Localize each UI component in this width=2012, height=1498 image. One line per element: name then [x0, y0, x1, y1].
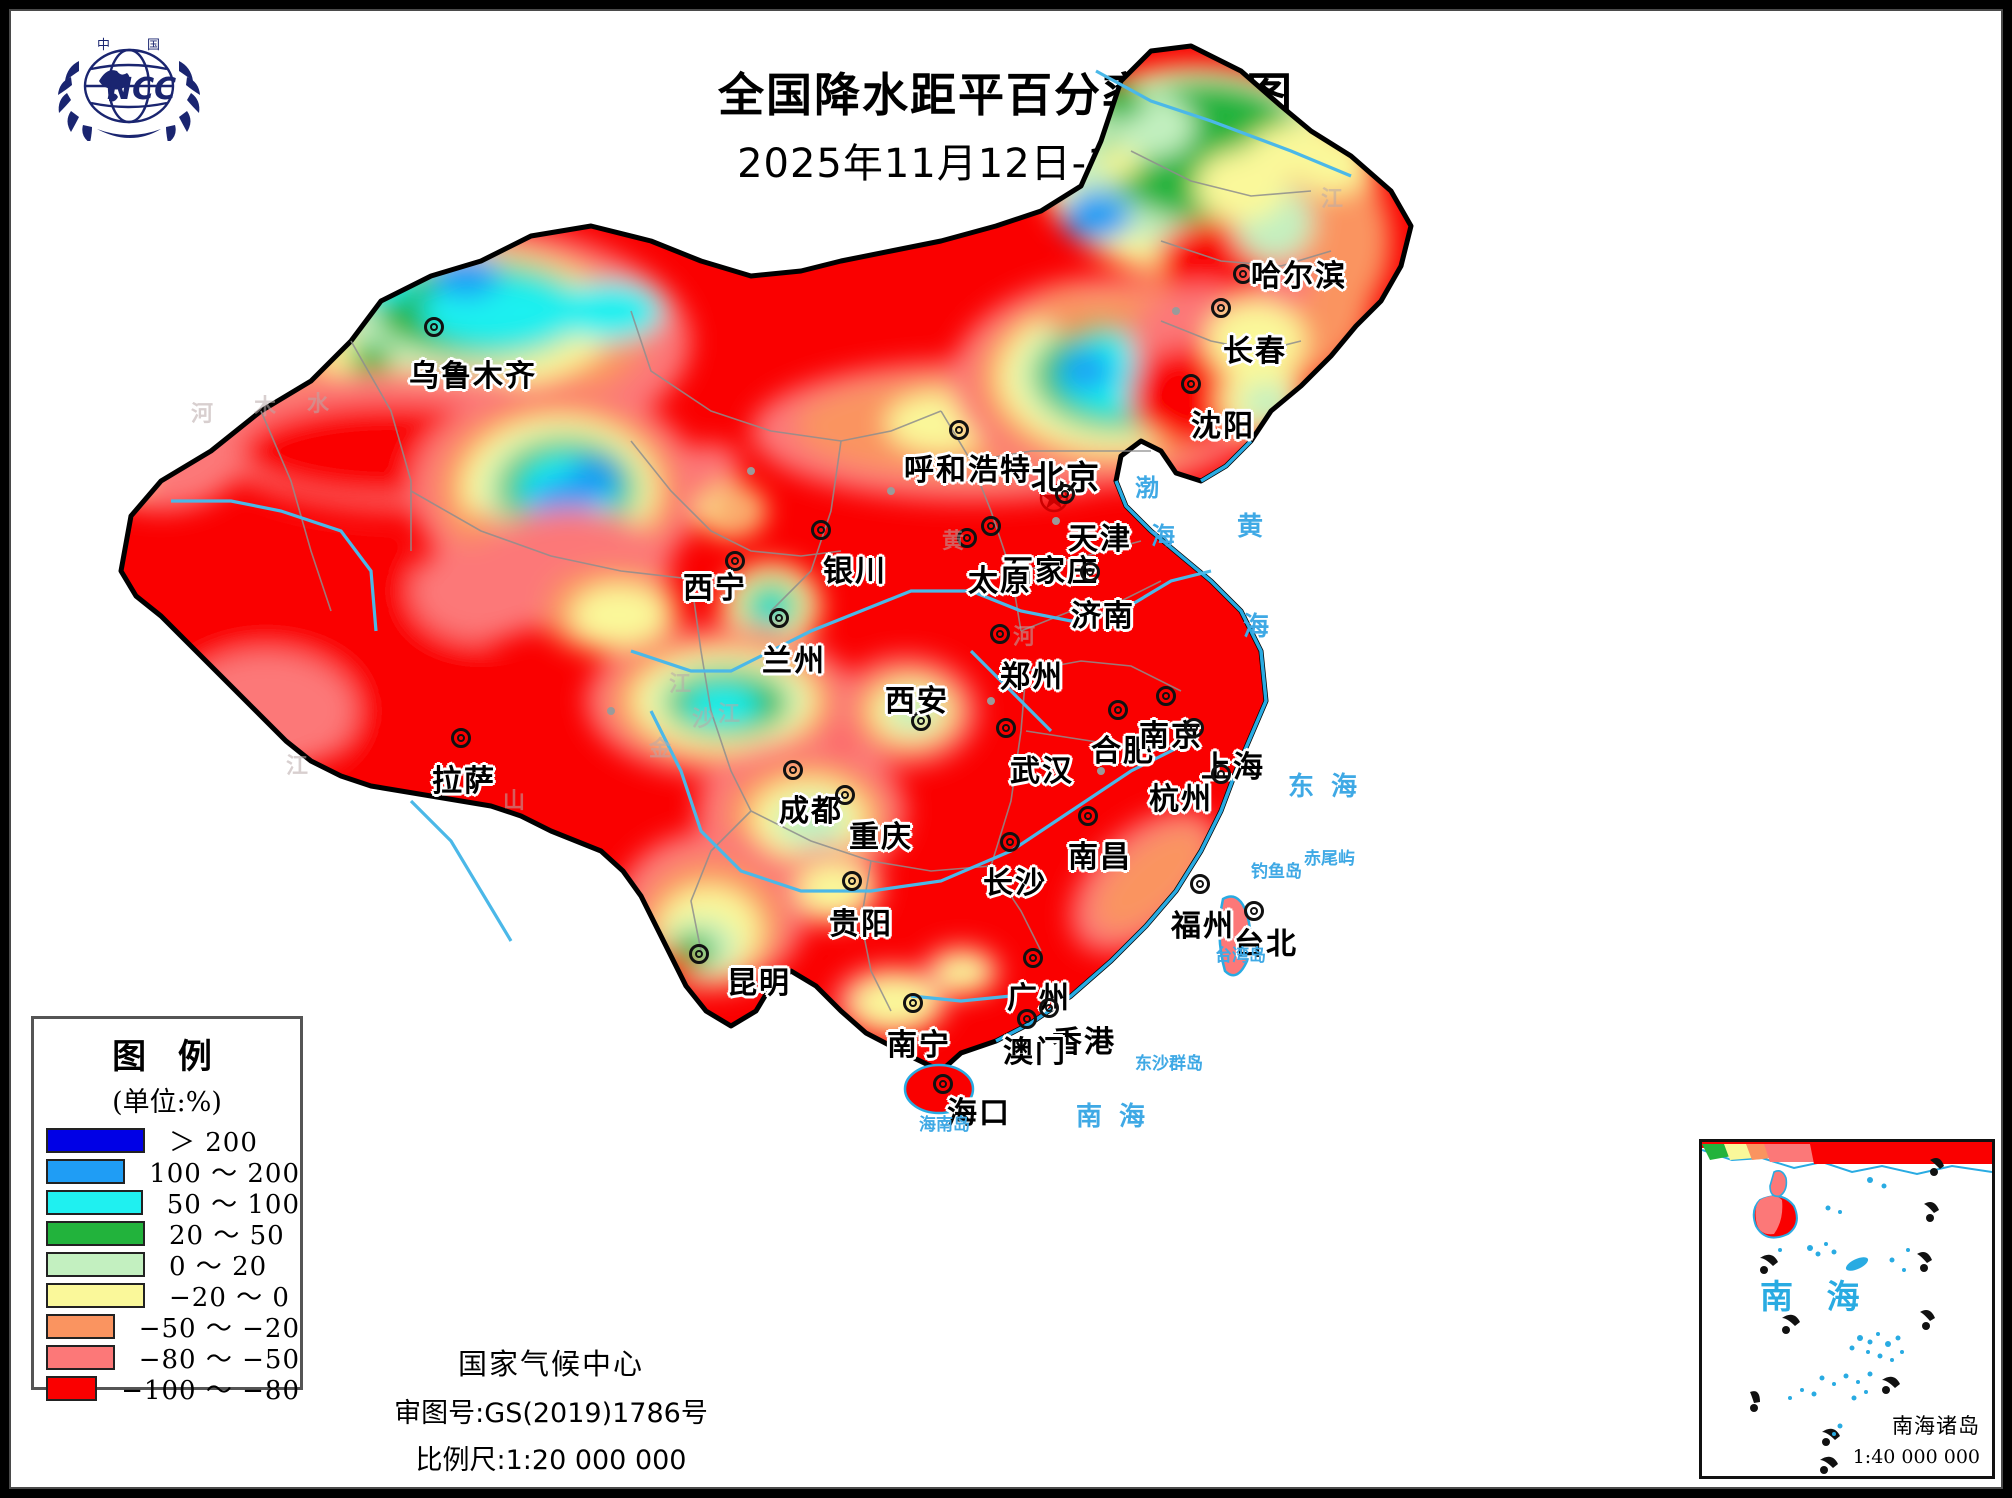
city-marker-太原 — [957, 528, 977, 548]
coastline — [995, 439, 1268, 1043]
legend-swatch — [46, 1128, 145, 1153]
city-marker-济南 — [1080, 562, 1100, 582]
legend-label: 50 ～ 100 — [166, 1190, 300, 1220]
logo-char-zhong: 中 — [97, 38, 110, 53]
legend-label: −20 ～ 0 — [169, 1283, 290, 1313]
city-marker-成都 — [783, 760, 803, 780]
city-marker-沈阳 — [1181, 374, 1201, 394]
city-marker-长沙 — [1000, 832, 1020, 852]
legend-item: −100 ～ −80 — [34, 1373, 300, 1406]
city-marker-南昌 — [1078, 806, 1098, 826]
city-marker-福州 — [1190, 874, 1210, 894]
inset-scale: 1:40 000 000 — [1852, 1446, 1980, 1468]
city-marker-哈尔滨 — [1233, 264, 1253, 284]
legend-rows: ＞ 200 100 ～ 200 50 ～ 100 20 ～ 50 0 ～ 20 −20 ～… — [34, 1125, 300, 1406]
city-marker-台北 — [1244, 901, 1264, 921]
footer-approval: 审图号:GS(2019)1786号 — [394, 1398, 708, 1429]
city-marker-长春 — [1211, 298, 1231, 318]
legend-swatch — [46, 1159, 126, 1184]
taiwan-island — [1218, 895, 1252, 977]
map-footer: 国家气候中心 审图号:GS(2019)1786号 比例尺:1:20 000 00… — [341, 1341, 761, 1477]
footer-scale: 比例尺:1:20 000 000 — [415, 1445, 687, 1476]
map-frame: NCC 中 国 全国降水距平百分率分布图 2025年11月12日-12月11日 — [9, 9, 2003, 1489]
city-marker-上海 — [1184, 718, 1204, 738]
legend-label: −80 ～ −50 — [138, 1345, 300, 1375]
city-marker-杭州 — [1211, 764, 1231, 784]
city-marker-香港 — [1039, 998, 1059, 1018]
city-marker-澳门 — [1017, 1009, 1037, 1029]
legend-item: 20 ～ 50 — [34, 1218, 300, 1251]
island-specks — [1778, 1177, 1910, 1436]
city-marker-郑州 — [990, 624, 1010, 644]
city-marker-乌鲁木齐 — [424, 317, 444, 337]
city-marker-广州 — [1023, 948, 1043, 968]
city-marker-拉萨 — [451, 728, 471, 748]
legend-swatch — [46, 1376, 98, 1401]
legend-item: −50 ～ −20 — [34, 1311, 300, 1344]
inset-caption: 南海诸岛 — [1892, 1414, 1980, 1438]
ncc-logo: NCC 中 国 — [49, 31, 209, 141]
city-marker-石家庄 — [981, 516, 1001, 536]
city-marker-南京 — [1156, 686, 1176, 706]
legend-label: 100 ～ 200 — [149, 1159, 300, 1189]
legend-swatch — [46, 1283, 145, 1308]
city-marker-贵阳 — [842, 871, 862, 891]
city-marker-海口 — [933, 1074, 953, 1094]
logo-text: NCC — [107, 72, 176, 107]
legend-title: 图 例 — [112, 1037, 222, 1077]
legend-swatch — [46, 1314, 115, 1339]
inset-sea-label: 南 海 — [1760, 1277, 1871, 1316]
city-marker-西安 — [911, 711, 931, 731]
south-china-sea-inset: 南 海 南海诸岛 1:40 000 000 — [1699, 1139, 1995, 1479]
legend-item: −80 ～ −50 — [34, 1342, 300, 1375]
city-marker-武汉 — [996, 718, 1016, 738]
legend-label: −50 ～ −20 — [138, 1314, 300, 1344]
map-canvas — [11, 11, 2001, 1487]
city-marker-天津 — [1055, 484, 1075, 504]
city-marker-南宁 — [903, 993, 923, 1013]
legend-label: ＞ 200 — [169, 1128, 258, 1158]
rivers — [171, 69, 1352, 1003]
precipitation-anomaly-map — [118, 43, 1414, 1115]
legend-item: 100 ～ 200 — [34, 1156, 300, 1189]
city-marker-昆明 — [689, 944, 709, 964]
legend-item: ＞ 200 — [34, 1125, 300, 1158]
footer-org: 国家气候中心 — [457, 1347, 644, 1381]
legend-swatch — [46, 1221, 145, 1246]
legend-label: −100 ～ −80 — [121, 1376, 300, 1406]
legend-unit: (单位:%) — [112, 1087, 222, 1118]
legend-swatch — [46, 1190, 143, 1215]
legend-swatch — [46, 1252, 145, 1277]
legend-swatch — [46, 1345, 115, 1370]
province-boundaries — [260, 150, 1332, 1012]
legend-item: 50 ～ 100 — [34, 1187, 300, 1220]
legend-item: 0 ～ 20 — [34, 1249, 300, 1282]
logo-char-guo: 国 — [147, 38, 160, 53]
map-dots — [607, 307, 1235, 775]
city-marker-西宁 — [725, 551, 745, 571]
nine-dash-line — [1750, 1158, 1944, 1474]
city-marker-重庆 — [835, 785, 855, 805]
city-marker-银川 — [811, 520, 831, 540]
legend-label: 0 ～ 20 — [169, 1252, 268, 1282]
legend-label: 20 ～ 50 — [169, 1221, 285, 1251]
legend-panel: 图 例 (单位:%) ＞ 200 100 ～ 200 50 ～ 100 20 ～ 50… — [31, 1016, 303, 1406]
city-marker-呼和浩特 — [949, 420, 969, 440]
city-marker-合肥 — [1108, 700, 1128, 720]
city-marker-兰州 — [769, 608, 789, 628]
legend-item: −20 ～ 0 — [34, 1280, 300, 1313]
